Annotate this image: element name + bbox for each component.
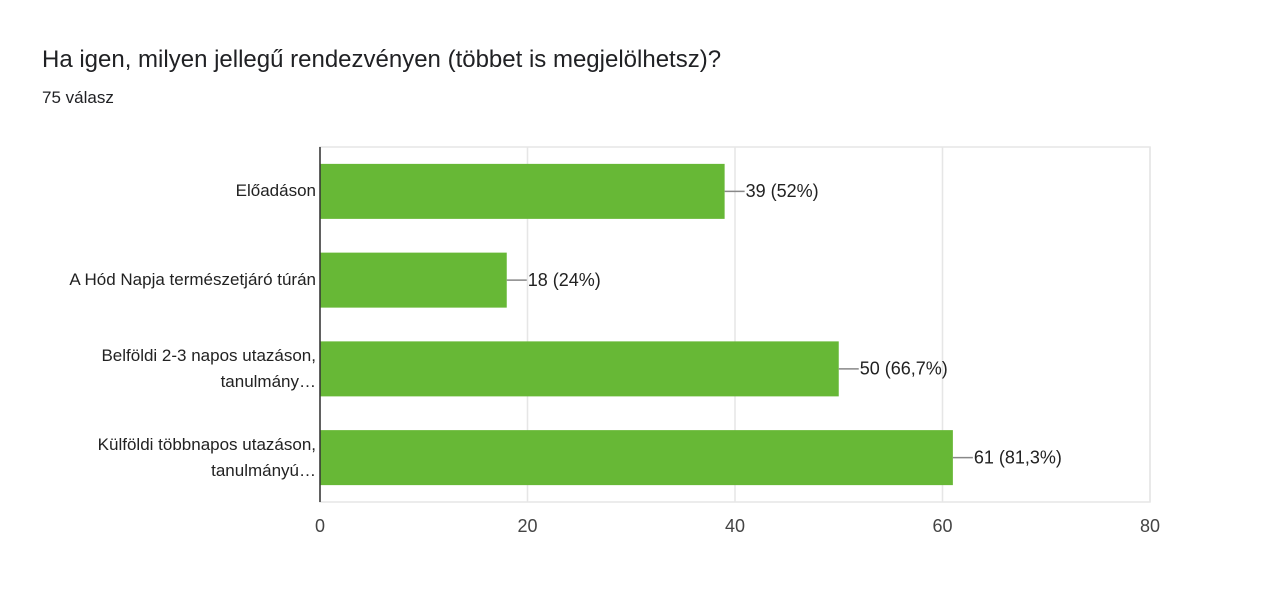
data-label: 50 (66,7%) xyxy=(860,359,948,379)
x-tick-label: 40 xyxy=(725,516,745,536)
chart-subtitle: 75 válasz xyxy=(42,88,114,107)
x-tick-label: 80 xyxy=(1140,516,1160,536)
y-tick-label: A Hód Napja természetjáró túrán xyxy=(69,270,316,290)
x-tick-label: 0 xyxy=(315,516,325,536)
data-label: 61 (81,3%) xyxy=(974,447,1062,467)
x-tick-label: 60 xyxy=(932,516,952,536)
bar xyxy=(320,430,953,486)
chart-title: Ha igen, milyen jellegű rendezvényen (tö… xyxy=(42,46,722,73)
x-tick-label: 20 xyxy=(517,516,537,536)
bar xyxy=(320,341,839,397)
y-tick-label: Előadáson xyxy=(235,181,316,201)
bar xyxy=(320,163,725,219)
y-tick-label: Külföldi többnapos utazáson, tanulmányú… xyxy=(97,434,316,480)
bar xyxy=(320,252,507,308)
data-label: 39 (52%) xyxy=(746,181,819,201)
y-tick-label: Belföldi 2-3 napos utazáson, tanulmány… xyxy=(101,345,316,391)
data-label: 18 (24%) xyxy=(528,270,601,290)
